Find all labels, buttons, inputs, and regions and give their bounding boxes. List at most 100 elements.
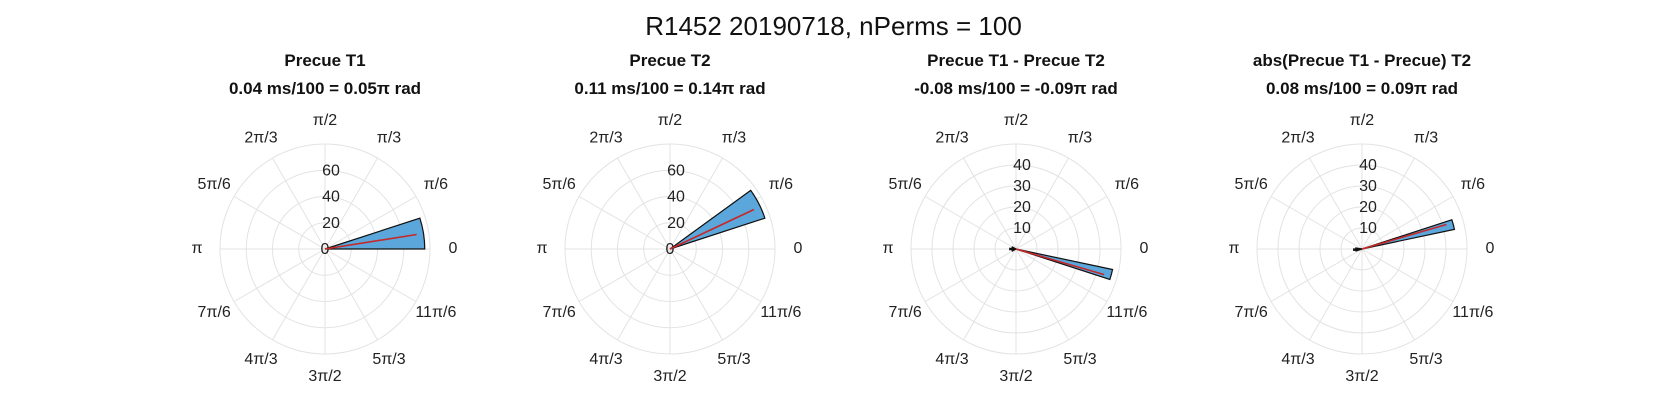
grid-spoke [324,248,417,302]
theta-tick-label: 4π/3 [244,351,277,368]
histogram-bar [669,189,766,250]
histogram-bar [1009,247,1017,251]
theta-tick-label: 4π/3 [935,351,968,368]
theta-tick-label: 5π/6 [1235,176,1268,193]
grid-spoke [324,196,417,250]
theta-tick-label: 3π/2 [999,368,1032,385]
theta-tick-label: 11π/6 [760,304,801,321]
theta-tick-label: 2π/3 [589,129,622,146]
grid-spoke [669,248,723,341]
theta-tick-label: π [536,240,547,257]
r-tick-label: 20 [322,215,340,232]
theta-tick-label: 7π/6 [198,304,231,321]
theta-tick-label: 0 [1486,240,1495,257]
grid-spoke [1015,248,1108,302]
r-tick-label: 40 [667,189,685,206]
theta-tick-label: 7π/6 [543,304,576,321]
theta-tick-label: π/6 [1115,176,1139,193]
theta-tick-label: 0 [794,240,803,257]
grid-spoke [1309,157,1363,250]
panel-title: Precue T2 [629,51,710,70]
histogram-bar [1011,248,1017,252]
grid-spoke [1270,196,1363,250]
grid-spoke [669,157,723,250]
theta-tick-label: π [1228,240,1239,257]
figure-title: R1452 20190718, nPerms = 100 [645,11,1022,41]
grid-spoke [1015,248,1069,341]
grid-spoke [233,248,326,302]
theta-tick-label: π/6 [424,176,448,193]
theta-tick-label: 0 [449,240,458,257]
r-tick-label: 40 [1359,157,1377,174]
panel-subtitle: -0.08 ms/100 = -0.09π rad [914,79,1117,98]
grid-spoke [1361,157,1415,250]
r-tick-label: 20 [1359,199,1377,216]
mean-direction-line [669,208,755,250]
grid-spoke [1015,196,1108,250]
grid-spoke [617,248,671,341]
theta-tick-label: 11π/6 [415,304,456,321]
panel-title: Precue T1 - Precue T2 [927,51,1105,70]
r-tick-label: 20 [667,215,685,232]
theta-tick-label: π/3 [722,129,746,146]
r-tick-label: 0 [666,241,675,258]
theta-tick-label: 11π/6 [1106,304,1147,321]
histogram-bar [324,217,426,250]
theta-tick-label: 7π/6 [889,304,922,321]
polar-panel-3: Precue T1 - Precue T2 -0.08 ms/100 = -0.0… [882,51,1148,385]
theta-tick-label: π [191,240,202,257]
theta-tick-label: 5π/6 [198,176,231,193]
theta-tick-label: π/6 [769,176,793,193]
theta-tick-label: 5π/6 [543,176,576,193]
r-tick-label: 60 [667,162,685,179]
theta-tick-label: 4π/3 [589,351,622,368]
grid-spoke [1270,248,1363,302]
grid-spoke [1361,248,1415,341]
r-tick-label: 0 [321,241,330,258]
grid-spoke [1361,196,1454,250]
theta-tick-label: 11π/6 [1452,304,1493,321]
panel-subtitle: 0.11 ms/100 = 0.14π rad [574,79,765,98]
theta-tick-label: π/2 [1350,112,1374,129]
theta-tick-label: 3π/2 [653,368,686,385]
theta-tick-label: 5π/3 [372,351,405,368]
grid-spoke [1361,248,1454,302]
r-tick-label: 40 [1013,157,1031,174]
theta-tick-label: π/3 [377,129,401,146]
theta-tick-label: 2π/3 [1281,129,1314,146]
theta-tick-label: π/2 [658,112,682,129]
grid-spoke [272,157,326,250]
grid-spoke [924,196,1017,250]
grid-spoke [1309,248,1363,341]
theta-tick-label: 3π/2 [308,368,341,385]
grid-spoke [578,248,671,302]
panel-title: abs(Precue T1 - Precue) T2 [1253,51,1471,70]
r-tick-label: 30 [1359,178,1377,195]
grid-spoke [233,196,326,250]
polar-panel-1: Precue T1 0.04 ms/100 = 0.05π rad 0 π/6 π/3 π… [191,51,457,385]
theta-tick-label: π/6 [1461,176,1485,193]
grid-spoke [669,248,762,302]
grid-spoke [272,248,326,341]
theta-tick-label: 5π/3 [1063,351,1096,368]
theta-tick-label: π/2 [1004,112,1028,129]
theta-tick-label: 2π/3 [935,129,968,146]
mean-direction-line [1361,223,1447,250]
theta-tick-label: 7π/6 [1235,304,1268,321]
grid-spoke [963,248,1017,341]
r-tick-label: 30 [1013,178,1031,195]
theta-tick-label: 3π/2 [1345,368,1378,385]
polar-panel-2: Precue T2 0.11 ms/100 = 0.14π rad 0 π/6 π/3 π… [536,51,802,385]
grid-spoke [324,157,378,250]
mean-direction-line [1015,248,1105,276]
grid-spoke [578,196,671,250]
mean-direction-line [324,233,417,250]
panel-subtitle: 0.08 ms/100 = 0.09π rad [1266,79,1458,98]
r-tick-label: 10 [1013,220,1031,237]
r-tick-label: 40 [322,189,340,206]
r-tick-label: 20 [1013,199,1031,216]
panel-subtitle: 0.04 ms/100 = 0.05π rad [229,79,421,98]
theta-tick-label: π/3 [1068,129,1092,146]
theta-tick-label: π/2 [313,112,337,129]
